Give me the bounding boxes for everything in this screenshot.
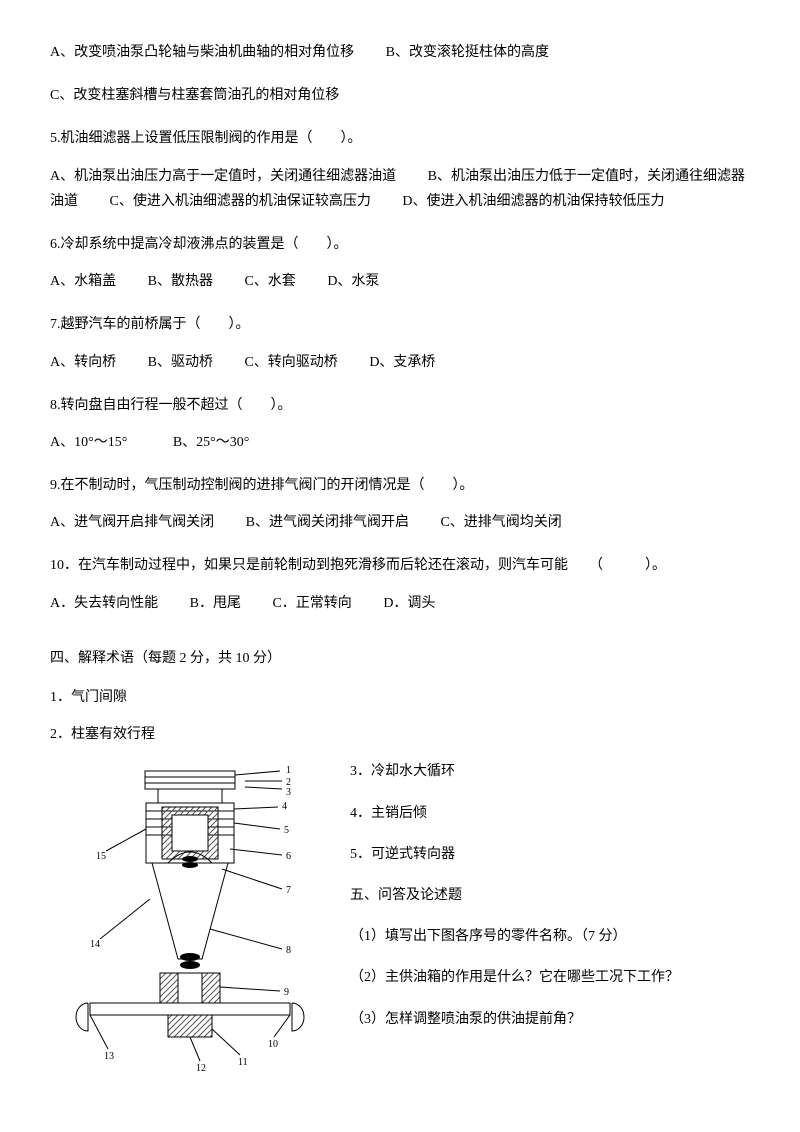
diagram-label-11: 11: [238, 1057, 248, 1068]
option-b: B、散热器: [148, 274, 213, 289]
diagram-label-4: 4: [282, 801, 287, 812]
diagram-label-15: 15: [96, 851, 106, 862]
option-b: B、进气阀关闭排气阀开启: [246, 515, 409, 530]
option-b: B、驱动桥: [148, 355, 213, 370]
option-a: A、改变喷油泵凸轮轴与柴油机曲轴的相对角位移: [50, 45, 354, 60]
diagram-label-12: 12: [196, 1063, 206, 1074]
option-b: B、改变滚轮挺柱体的高度: [386, 45, 549, 60]
q9-stem: 9.在不制动时，气压制动控制阀的进排气阀门的开闭情况是（ ）。: [50, 473, 750, 498]
option-a: A、转向桥: [50, 355, 116, 370]
option-a: A、机油泵出油压力高于一定值时，关闭通往细滤器油道: [50, 169, 396, 184]
q5-stem: 5.机油细滤器上设置低压限制阀的作用是（ ）。: [50, 126, 750, 151]
option-a: A、水箱盖: [50, 274, 116, 289]
essay-q2: （2）主供油箱的作用是什么？它在哪些工况下工作？: [350, 965, 679, 990]
diagram-label-6: 6: [286, 851, 291, 862]
mechanical-diagram: 1 2 3 4 5 6 7 8 9 10 11 12 13 14 15: [50, 759, 330, 1088]
essay-q3: （3）怎样调整喷油泵的供油提前角？: [350, 1007, 679, 1032]
q6-stem: 6.冷却系统中提高冷却液沸点的装置是（ ）。: [50, 232, 750, 257]
q8-stem: 8.转向盘自由行程一般不超过（ ）。: [50, 393, 750, 418]
option-c: C、转向驱动桥: [244, 355, 337, 370]
term-3: 3．冷却水大循环: [350, 759, 679, 784]
term-2: 2．柱塞有效行程: [50, 722, 750, 747]
diagram-label-7: 7: [286, 885, 291, 896]
option-d: D、水泵: [327, 274, 379, 289]
option-d: D、支承桥: [369, 355, 435, 370]
diagram-label-5: 5: [284, 825, 289, 836]
q5-options: A、机油泵出油压力高于一定值时，关闭通往细滤器油道 B、机油泵出油压力低于一定值…: [50, 164, 750, 214]
diagram-label-14: 14: [90, 939, 100, 950]
diagram-label-3: 3: [286, 787, 291, 798]
q9-options: A、进气阀开启排气阀关闭 B、进气阀关闭排气阀开启 C、进排气阀均关闭: [50, 510, 750, 535]
diagram-label-9: 9: [284, 987, 289, 998]
diagram-label-1: 1: [286, 765, 291, 776]
pre-question-option-c-row: C、改变柱塞斜槽与柱塞套筒油孔的相对角位移: [50, 83, 750, 108]
diagram-label-10: 10: [268, 1039, 278, 1050]
option-a: A．失去转向性能: [50, 596, 158, 611]
option-c: C、进排气阀均关闭: [440, 515, 561, 530]
option-d: D．调头: [383, 596, 435, 611]
option-d: D、使进入机油细滤器的机油保持较低压力: [402, 194, 664, 209]
option-c: C．正常转向: [272, 596, 351, 611]
q7-options: A、转向桥 B、驱动桥 C、转向驱动桥 D、支承桥: [50, 350, 750, 375]
term-1: 1．气门间隙: [50, 685, 750, 710]
term-4: 4．主销后倾: [350, 801, 679, 826]
diagram-label-8: 8: [286, 945, 291, 956]
pre-question-options: A、改变喷油泵凸轮轴与柴油机曲轴的相对角位移 B、改变滚轮挺柱体的高度: [50, 40, 750, 65]
option-c: C、使进入机油细滤器的机油保证较高压力: [110, 194, 371, 209]
q10-options: A．失去转向性能 B．甩尾 C．正常转向 D．调头: [50, 591, 750, 616]
q10-stem: 10．在汽车制动过程中，如果只是前轮制动到抱死滑移而后轮还在滚动，则汽车可能 （…: [50, 553, 750, 578]
option-a: A、进气阀开启排气阀关闭: [50, 515, 214, 530]
section5-title: 五、问答及论述题: [350, 883, 679, 908]
diagram-label-13: 13: [104, 1051, 114, 1062]
option-b: B．甩尾: [190, 596, 241, 611]
q7-stem: 7.越野汽车的前桥属于（ ）。: [50, 312, 750, 337]
q6-options: A、水箱盖 B、散热器 C、水套 D、水泵: [50, 269, 750, 294]
q8-options: A、10°～15° B、25°～30°: [50, 430, 750, 455]
option-b: B、25°～30°: [173, 435, 250, 450]
term-5: 5．可逆式转向器: [350, 842, 679, 867]
section4-title: 四、解释术语（每题 2 分，共 10 分）: [50, 646, 750, 671]
option-c: C、改变柱塞斜槽与柱塞套筒油孔的相对角位移: [50, 88, 339, 103]
option-a: A、10°～15°: [50, 435, 127, 450]
option-c: C、水套: [244, 274, 295, 289]
essay-q1: （1）填写出下图各序号的零件名称。（7 分）: [350, 924, 679, 949]
